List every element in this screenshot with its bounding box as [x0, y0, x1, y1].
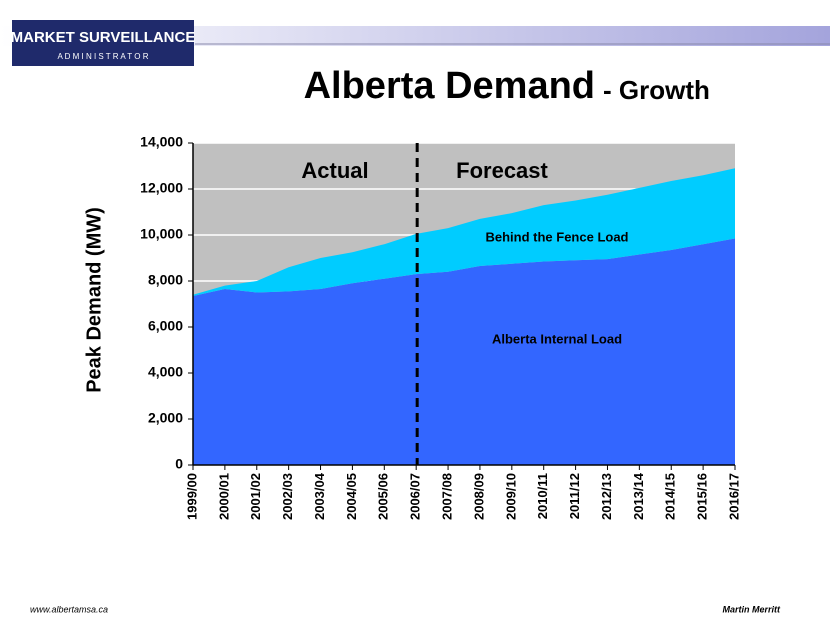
- series-label: Alberta Internal Load: [492, 331, 622, 346]
- header-band: [0, 26, 830, 46]
- y-tick-label: 4,000: [148, 364, 183, 380]
- x-tick-label: 2013/14: [631, 472, 646, 520]
- y-tick-label: 10,000: [140, 226, 183, 242]
- x-tick-label: 2005/06: [376, 473, 391, 520]
- x-tick-label: 2007/08: [439, 473, 454, 520]
- y-axis-label: Peak Demand (MW): [83, 207, 105, 393]
- x-tick-label: 2009/10: [503, 473, 518, 520]
- y-tick-label: 8,000: [148, 272, 183, 288]
- slide-title-sub: - Growth: [603, 75, 710, 105]
- x-tick-label: 2001/02: [248, 473, 263, 520]
- x-tick-label: 2003/04: [312, 472, 327, 520]
- x-tick-label: 2004/05: [344, 473, 359, 520]
- y-tick-label: 12,000: [140, 180, 183, 196]
- series-label: Behind the Fence Load: [485, 229, 628, 244]
- x-tick-label: 2002/03: [280, 473, 295, 520]
- chart: 0 2,000 4,000 6,000 8,000 10,000 12,000 14,000 1…: [140, 134, 741, 520]
- x-tick-label: 2008/09: [471, 473, 486, 520]
- x-tick-label: 2000/01: [216, 473, 231, 520]
- y-tick-label: 6,000: [148, 318, 183, 334]
- x-tick-label: 1999/00: [184, 473, 199, 520]
- logo-box: [12, 20, 194, 66]
- x-tick-label: 2006/07: [408, 473, 423, 520]
- x-tick-label: 2015/16: [695, 473, 710, 520]
- footer-right: Martin Merritt: [722, 604, 781, 614]
- y-tick-label: 2,000: [148, 410, 183, 426]
- annotation: Actual: [301, 158, 368, 183]
- x-tick-label: 2011/12: [567, 473, 582, 519]
- logo-text: MARKET SURVEILLANCE: [11, 29, 196, 46]
- x-tick-label: 2016/17: [726, 473, 741, 520]
- area: [193, 238, 735, 465]
- y-tick-label: 14,000: [140, 134, 183, 150]
- annotation: Forecast: [456, 158, 548, 183]
- x-tick-label: 2010/11: [535, 473, 550, 519]
- x-tick-label: 2012/13: [599, 473, 614, 520]
- slide-title: Alberta Demand: [304, 65, 595, 107]
- area: [193, 168, 735, 296]
- x-tick-label: 2014/15: [663, 473, 678, 520]
- logo-subtext: A D M I N I S T R A T O R: [58, 52, 149, 61]
- y-tick-label: 0: [175, 456, 183, 472]
- footer-left: www.albertamsa.ca: [30, 604, 108, 614]
